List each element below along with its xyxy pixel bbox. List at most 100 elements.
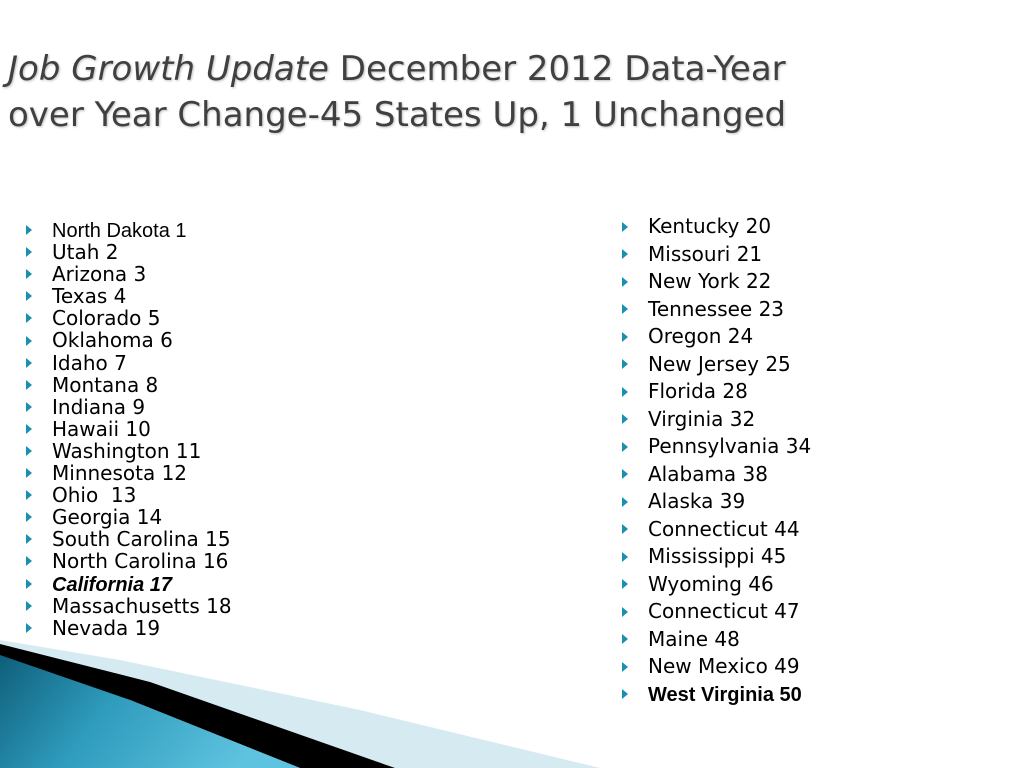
- right-state-list: Kentucky 20 Missouri 21 New York 22 Tenness…: [622, 213, 811, 708]
- state-rank-text: North Carolina 16: [52, 549, 229, 574]
- state-rank-text: West Virginia 50: [648, 683, 802, 706]
- triangle-bullet-icon: [26, 468, 32, 479]
- triangle-bullet-icon: [622, 441, 628, 452]
- state-rank-text: Kentucky 20: [648, 214, 772, 238]
- title-line1-rest: December 2012 Data-Year: [328, 49, 786, 89]
- state-rank-text: Washington 11: [52, 438, 202, 463]
- state-rank-text: Florida 28: [648, 379, 748, 403]
- state-rank-text: Georgia 14: [52, 505, 163, 530]
- state-list-item: Arizona 3: [26, 263, 232, 285]
- triangle-bullet-icon: [622, 221, 628, 232]
- state-rank-text: New Jersey 25: [648, 351, 791, 376]
- triangle-bullet-icon: [622, 469, 628, 480]
- state-list-item: Washington 11: [26, 440, 232, 462]
- title-italic-part: Job Growth Update: [8, 49, 329, 89]
- state-rank-text: Alaska 39: [648, 489, 746, 513]
- state-list-item: New Jersey 25: [622, 351, 811, 379]
- state-rank-text: Connecticut 44: [648, 516, 800, 541]
- left-state-list: North Dakota 1 Utah 2 Arizona 3 Texas 4 Colo…: [26, 219, 232, 639]
- triangle-bullet-icon: [26, 445, 32, 456]
- triangle-bullet-icon: [26, 622, 32, 633]
- triangle-bullet-icon: [622, 359, 628, 370]
- triangle-bullet-icon: [26, 512, 32, 523]
- state-list-item: Ohio 13: [26, 484, 232, 506]
- state-rank-text: New Mexico 49: [648, 654, 800, 678]
- state-rank-text: Minnesota 12: [52, 461, 188, 486]
- state-list-item: Montana 8: [26, 374, 232, 396]
- state-list-item: Indiana 9: [26, 396, 232, 418]
- state-list-item: Utah 2: [26, 241, 232, 263]
- state-rank-text: Utah 2: [52, 240, 119, 265]
- swoosh-blue-band: [0, 655, 300, 768]
- triangle-bullet-icon: [26, 379, 32, 390]
- triangle-bullet-icon: [622, 276, 628, 287]
- state-rank-text: Virginia 32: [648, 406, 756, 431]
- state-rank-text: Connecticut 47: [648, 599, 800, 623]
- state-list-item: New Mexico 49: [622, 653, 811, 681]
- state-list-item: Florida 28: [622, 378, 811, 406]
- triangle-bullet-icon: [26, 335, 32, 346]
- state-rank-text: South Carolina 15: [52, 527, 231, 552]
- triangle-bullet-icon: [26, 291, 32, 302]
- triangle-bullet-icon: [622, 304, 628, 315]
- triangle-bullet-icon: [26, 225, 32, 236]
- triangle-bullet-icon: [26, 534, 32, 545]
- state-rank-text: Montana 8: [52, 372, 159, 397]
- state-rank-text: Nevada 19: [52, 615, 161, 640]
- state-rank-text: Indiana 9: [52, 394, 146, 419]
- triangle-bullet-icon: [26, 269, 32, 280]
- state-list-item: Wyoming 46: [622, 571, 811, 599]
- state-rank-text: Missouri 21: [648, 241, 763, 266]
- state-rank-text: North Dakota 1: [52, 220, 187, 242]
- state-list-item: Idaho 7: [26, 352, 232, 374]
- triangle-bullet-icon: [26, 247, 32, 258]
- triangle-bullet-icon: [622, 579, 628, 590]
- state-rank-text: Colorado 5: [52, 306, 161, 331]
- state-list-item: Mississippi 45: [622, 543, 811, 571]
- state-rank-text: Ohio 13: [52, 483, 137, 508]
- state-list-item: Missouri 21: [622, 241, 811, 269]
- slide-title: Job Growth Update December 2012 Data-Yea…: [8, 46, 1008, 138]
- state-list-item: Pennsylvania 34: [622, 433, 811, 461]
- state-list-item: Kentucky 20: [622, 213, 811, 241]
- state-list-item: West Virginia 50: [622, 681, 811, 709]
- state-rank-text: Arizona 3: [52, 262, 147, 287]
- state-list-item: Colorado 5: [26, 307, 232, 329]
- state-list-item: Tennessee 23: [622, 296, 811, 324]
- triangle-bullet-icon: [622, 661, 628, 672]
- triangle-bullet-icon: [26, 313, 32, 324]
- state-list-item: Nevada 19: [26, 617, 232, 639]
- state-rank-text: Alabama 38: [648, 461, 768, 486]
- title-line2: over Year Change-45 States Up, 1 Unchang…: [8, 95, 787, 135]
- state-list-item: Alaska 39: [622, 488, 811, 516]
- state-list-item: Alabama 38: [622, 461, 811, 489]
- state-list-item: Connecticut 44: [622, 516, 811, 544]
- state-list-item: North Dakota 1: [26, 219, 232, 242]
- state-rank-text: Texas 4: [52, 284, 127, 309]
- state-rank-text: Massachusetts 18: [52, 593, 232, 618]
- state-rank-text: California 17: [52, 573, 173, 596]
- triangle-bullet-icon: [622, 249, 628, 260]
- state-list-item: South Carolina 15: [26, 528, 232, 550]
- state-list-item: Connecticut 47: [622, 598, 811, 626]
- state-rank-text: Oregon 24: [648, 324, 754, 348]
- swoosh-black-stripe: [0, 644, 395, 768]
- state-rank-text: Maine 48: [648, 626, 740, 651]
- state-list-item: Hawaii 10: [26, 418, 232, 440]
- triangle-bullet-icon: [622, 524, 628, 535]
- state-list-item: Georgia 14: [26, 506, 232, 528]
- triangle-bullet-icon: [26, 423, 32, 434]
- triangle-bullet-icon: [622, 634, 628, 645]
- triangle-bullet-icon: [622, 496, 628, 507]
- state-list-item: Maine 48: [622, 626, 811, 654]
- triangle-bullet-icon: [622, 331, 628, 342]
- triangle-bullet-icon: [26, 600, 32, 611]
- state-rank-text: Oklahoma 6: [52, 328, 173, 353]
- state-list-item: California 17: [26, 573, 232, 596]
- triangle-bullet-icon: [622, 689, 628, 700]
- triangle-bullet-icon: [26, 357, 32, 368]
- state-rank-text: Mississippi 45: [648, 544, 787, 568]
- state-list-item: Oklahoma 6: [26, 328, 232, 353]
- triangle-bullet-icon: [622, 606, 628, 617]
